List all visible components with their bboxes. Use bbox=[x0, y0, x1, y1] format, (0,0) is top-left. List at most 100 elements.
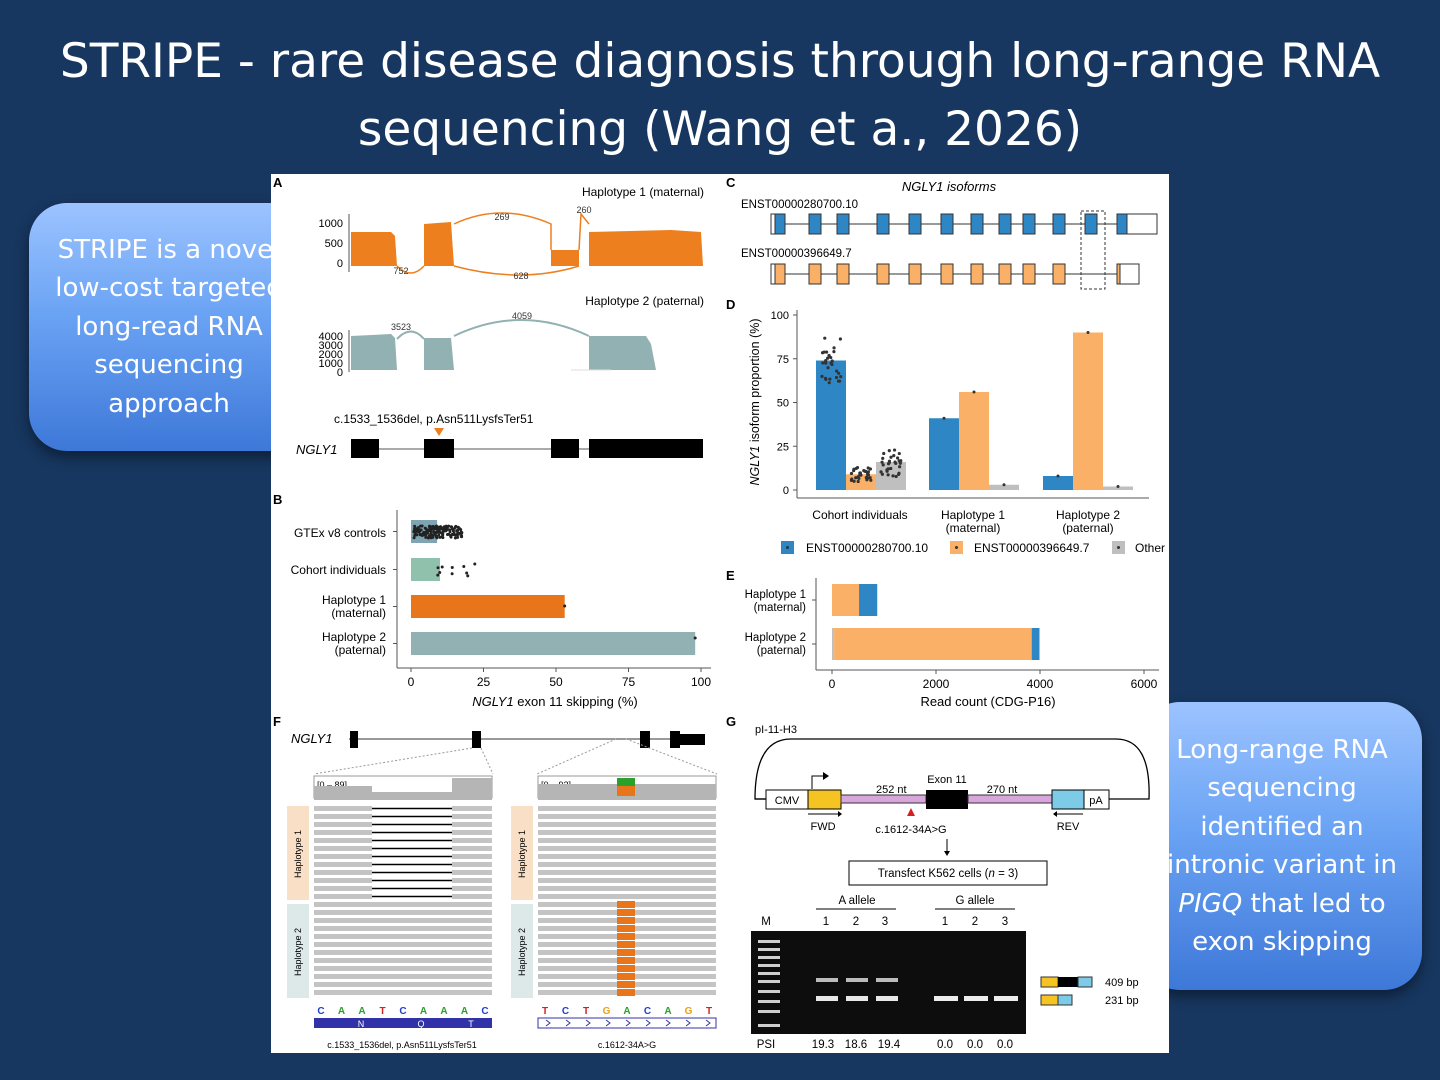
point bbox=[824, 360, 828, 364]
read bbox=[538, 846, 716, 851]
exon bbox=[808, 213, 822, 235]
exon bbox=[1116, 213, 1128, 235]
e-category-labels: Haplotype 1 (maternal) Haplotype 2 (patern… bbox=[745, 589, 807, 657]
skipped-exon-box bbox=[1080, 210, 1106, 290]
caption-right: c.1612-34A>G bbox=[598, 1040, 656, 1050]
isoform1-label: ENST00000280700.10 bbox=[741, 199, 858, 211]
snv bbox=[617, 909, 635, 916]
b-cat-cohort: Cohort individuals bbox=[291, 563, 386, 577]
variant-marker-icon bbox=[434, 428, 444, 436]
point bbox=[424, 535, 428, 539]
aa-labels: N Q T bbox=[358, 1019, 475, 1029]
point bbox=[868, 476, 872, 480]
b-dots bbox=[412, 524, 697, 640]
exon bbox=[836, 263, 850, 285]
point bbox=[420, 534, 424, 538]
point bbox=[869, 478, 873, 482]
base: A bbox=[338, 1006, 345, 1017]
isoform2-label: ENST00000396649.7 bbox=[741, 248, 852, 260]
d-category-labels: Cohort individuals Haplotype 1 (maternal)… bbox=[812, 508, 1120, 535]
junction-count: 269 bbox=[494, 212, 509, 222]
ladder-band bbox=[758, 940, 780, 943]
d-dots bbox=[820, 331, 1120, 488]
bar-ENST00000280700.10-1 bbox=[929, 418, 959, 490]
point bbox=[826, 366, 830, 370]
exon11-box bbox=[926, 790, 968, 809]
base: A bbox=[420, 1006, 427, 1017]
track-label: Haplotype 2 bbox=[517, 928, 527, 976]
hap1-axis-ticks: 1000 500 0 bbox=[319, 218, 343, 270]
read bbox=[538, 886, 716, 891]
d-ylabel: NGLY1 isoform proportion (%) bbox=[748, 319, 762, 486]
read bbox=[538, 894, 716, 899]
point bbox=[431, 533, 435, 537]
base: A bbox=[440, 1006, 447, 1017]
base: A bbox=[461, 1006, 468, 1017]
point bbox=[849, 471, 854, 476]
point bbox=[416, 526, 420, 530]
snv bbox=[617, 949, 635, 956]
track-label: Haplotype 1 bbox=[517, 830, 527, 878]
track-label: Haplotype 1 bbox=[293, 830, 303, 878]
read bbox=[314, 822, 372, 827]
point bbox=[849, 478, 854, 482]
band-231 bbox=[964, 996, 988, 1001]
point bbox=[866, 476, 870, 480]
base: A bbox=[358, 1006, 365, 1017]
panel-label-b: B bbox=[273, 492, 282, 507]
exon-left-box bbox=[807, 789, 842, 810]
panel-label-a: A bbox=[273, 175, 283, 190]
point bbox=[444, 524, 448, 528]
base: G bbox=[685, 1006, 693, 1017]
base: C bbox=[644, 1006, 651, 1017]
tick: 1000 bbox=[319, 358, 343, 370]
point bbox=[880, 472, 884, 476]
point bbox=[440, 565, 444, 569]
point bbox=[838, 337, 842, 341]
point bbox=[891, 474, 895, 478]
point bbox=[448, 528, 452, 532]
strand-arrow-icon bbox=[705, 1019, 711, 1027]
strand-arrows bbox=[545, 1019, 711, 1027]
read bbox=[314, 942, 492, 947]
point bbox=[438, 570, 442, 574]
psi-value: 0.0 bbox=[967, 1039, 983, 1051]
point bbox=[889, 455, 893, 459]
point bbox=[427, 529, 431, 533]
point bbox=[455, 532, 459, 536]
ngly1-gene-model bbox=[351, 439, 703, 458]
caption-left: c.1533_1536del, p.Asn511LysfsTer51 bbox=[327, 1040, 477, 1050]
read bbox=[538, 814, 716, 819]
point bbox=[451, 528, 455, 532]
point bbox=[459, 531, 463, 535]
tick-label: 4000 bbox=[1027, 677, 1054, 691]
point bbox=[412, 536, 416, 540]
ladder-band bbox=[758, 972, 780, 975]
read bbox=[314, 902, 492, 907]
tick: 0 bbox=[337, 367, 343, 379]
point bbox=[835, 369, 839, 373]
read bbox=[538, 862, 716, 867]
hap2-axis-ticks: 4000 3000 2000 1000 0 bbox=[319, 331, 343, 379]
point bbox=[447, 524, 451, 528]
bar-Other-1 bbox=[989, 484, 1019, 490]
fwd-label: FWD bbox=[810, 821, 835, 833]
bar-ENST00000396649.7-1 bbox=[959, 392, 989, 490]
point bbox=[424, 530, 428, 534]
hap2-coverage-label: Haplotype 2 (paternal) bbox=[585, 294, 704, 308]
isoforms-title: NGLY1 isoforms bbox=[902, 179, 997, 194]
track-hap1-left bbox=[287, 806, 309, 900]
ladder-band bbox=[758, 948, 780, 951]
panel-a: A Haplotype 1 (maternal) 1000 500 0 752 … bbox=[273, 175, 704, 458]
point bbox=[821, 361, 825, 365]
g-allele-label: G allele bbox=[956, 895, 995, 907]
point bbox=[856, 479, 860, 484]
point bbox=[942, 416, 946, 420]
tick-label: 100 bbox=[691, 675, 711, 689]
read bbox=[314, 806, 372, 811]
point bbox=[832, 350, 836, 354]
exon bbox=[908, 213, 922, 235]
point bbox=[459, 528, 463, 532]
bar-ENST00000396649.7-1 bbox=[834, 628, 1032, 660]
strand-arrow-icon bbox=[685, 1019, 691, 1027]
